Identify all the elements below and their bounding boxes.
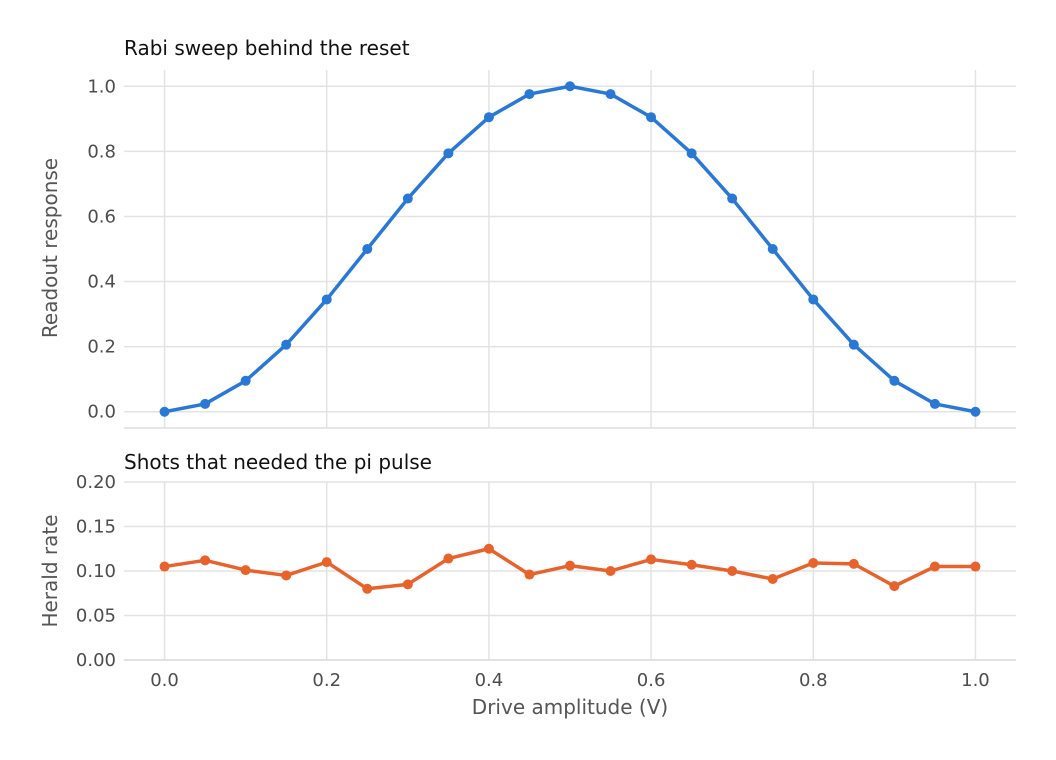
top-data-point-9: [524, 89, 535, 100]
bot-data-point-11: [605, 566, 616, 576]
top-data-point-5: [362, 244, 373, 254]
top-data-point-17: [848, 339, 859, 350]
bot-data-point-8: [483, 543, 494, 554]
bottom-series: [159, 543, 981, 594]
top-series-line-0: [162, 84, 978, 414]
top-chart-title: Rabi sweep behind the reset: [124, 36, 410, 60]
bot-data-point-12: [646, 554, 657, 565]
top-y-tick-label-2: 0.4: [87, 272, 116, 293]
top-data-point-6: [402, 193, 413, 204]
bot-data-point-5: [362, 583, 373, 594]
bottom-y-tick-labels: 0.00 0.05 0.10 0.15 0.20: [76, 472, 116, 671]
bot-x-tick-label-3: 0.6: [637, 670, 666, 691]
top-data-point-13: [686, 148, 697, 159]
bot-y-tick-label-1: 0.05: [76, 606, 116, 627]
top-y-tick-label-1: 0.2: [87, 337, 116, 358]
top-data-point-18: [889, 375, 900, 386]
bot-data-point-18: [889, 581, 900, 592]
bot-x-tick-label-1: 0.2: [312, 670, 341, 691]
top-y-tick-labels: 0.0 0.2 0.4 0.6 0.8 1.0: [87, 76, 116, 422]
bot-x-tick-label-4: 0.8: [799, 670, 828, 691]
top-data-point-15: [767, 244, 778, 254]
top-data-point-3: [281, 339, 292, 350]
top-data-point-10: [565, 81, 575, 92]
bottom-chart-title: Shots that needed the pi pulse: [124, 450, 432, 474]
top-data-point-19: [929, 398, 940, 409]
bot-y-tick-label-2: 0.10: [76, 561, 116, 582]
bot-data-point-13: [686, 559, 697, 570]
bot-data-point-1: [200, 555, 211, 566]
bot-y-tick-label-3: 0.15: [76, 517, 116, 538]
top-y-tick-label-0: 0.0: [87, 402, 116, 423]
top-data-point-1: [200, 398, 211, 409]
bot-data-point-17: [848, 558, 859, 569]
top-data-point-11: [605, 89, 616, 100]
bot-data-point-4: [321, 557, 332, 568]
bot-x-tick-label-0: 0.0: [150, 670, 179, 691]
bot-data-point-15: [767, 574, 778, 585]
bot-data-point-0: [159, 561, 170, 572]
top-data-point-7: [443, 148, 454, 159]
bot-x-tick-label-2: 0.4: [475, 670, 504, 691]
bot-x-tick-label-5: 1.0: [961, 670, 990, 691]
bottom-y-axis-title: Herald rate: [38, 514, 62, 627]
top-y-tick-label-4: 0.8: [87, 141, 116, 162]
top-data-point-2: [240, 375, 251, 386]
top-panel: Rabi sweep behind the reset 0.0 0.2 0.4 0.6…: [38, 36, 1016, 429]
top-data-point-8: [483, 112, 494, 123]
top-data-point-12: [646, 112, 657, 123]
bottom-panel: Shots that needed the pi pulse 0.000.050…: [38, 450, 1016, 719]
bottom-x-tick-labels: 0.0 0.2 0.4 0.6 0.8 1.0: [150, 670, 990, 691]
top-y-tick-label-3: 0.6: [87, 206, 116, 227]
top-gridlines: [124, 70, 1016, 428]
top-y-axis-title: Readout response: [38, 158, 62, 338]
top-data-point-0: [159, 406, 170, 417]
top-data-point-14: [727, 193, 738, 204]
bot-data-point-19: [929, 561, 940, 572]
x-axis-title: Drive amplitude (V): [472, 695, 668, 719]
bot-data-point-20: [970, 561, 981, 572]
bot-data-point-3: [281, 570, 292, 581]
bot-data-point-14: [727, 566, 738, 576]
top-data-point-4: [321, 294, 332, 305]
bot-data-point-6: [402, 579, 413, 590]
bot-y-tick-label-4: 0.20: [76, 472, 116, 493]
bot-data-point-7: [443, 553, 454, 564]
top-data-point-16: [808, 294, 819, 305]
top-y-tick-label-5: 1.0: [87, 76, 116, 97]
top-series: [159, 81, 981, 417]
bot-data-point-2: [240, 565, 251, 576]
bot-data-point-16: [808, 557, 819, 568]
bot-y-tick-label-0: 0.00: [76, 650, 116, 671]
bot-data-point-10: [565, 560, 575, 571]
top-data-point-20: [970, 406, 981, 417]
bot-data-point-9: [524, 569, 535, 580]
